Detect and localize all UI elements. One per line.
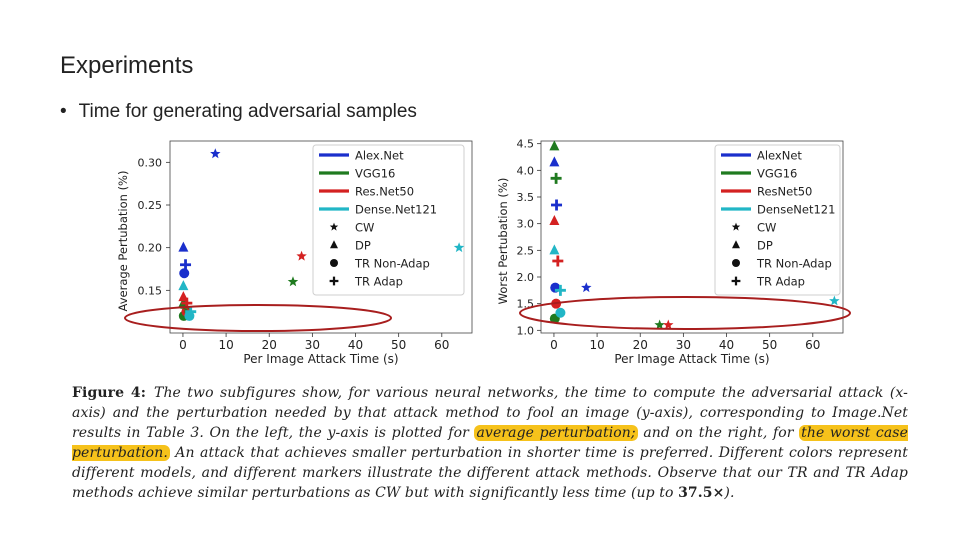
y-tick-label: 2.0: [517, 271, 535, 284]
point-densenet121-tr-adap: [554, 284, 566, 296]
legend-marker-cw: [731, 222, 741, 231]
point-densenet121-cw: [829, 295, 840, 306]
point-alexnet-dp: [178, 241, 189, 252]
point-vgg16-cw: [654, 319, 665, 330]
caption-label: Figure 4:: [72, 385, 146, 401]
point-densenet121-dp: [549, 244, 560, 255]
chart-legend: AlexNet VGG16 ResNet50 DenseNet121 CW DP TR No…: [714, 144, 841, 296]
y-axis-label: Worst Pertubation (%): [496, 178, 510, 305]
y-tick-label: 4.5: [517, 138, 535, 151]
legend-label-densenet121: Dense.Net121: [355, 203, 437, 217]
x-tick-label: 20: [633, 338, 648, 352]
legend-marker-cw: [329, 222, 339, 231]
x-tick-label: 60: [434, 338, 449, 352]
legend-label-tr-non-adap: TR Non-Adap: [756, 257, 832, 271]
caption-highlight-average: average perturbation;: [474, 425, 638, 441]
legend-label-resnet50: ResNet50: [757, 185, 812, 199]
point-vgg16-tr-adap: [550, 172, 562, 184]
x-tick-label: 10: [218, 338, 233, 352]
y-tick-label: 3.0: [517, 218, 535, 231]
legend-label-vgg16: VGG16: [355, 167, 395, 181]
point-resnet50-dp: [549, 215, 560, 225]
legend-marker-tr-non-adap: [330, 259, 338, 267]
figure-caption: Figure 4: The two subfigures show, for va…: [72, 383, 908, 503]
y-tick-label: 0.25: [138, 199, 163, 212]
caption-part4: ).: [724, 485, 735, 501]
legend-label-cw: CW: [757, 221, 776, 235]
y-tick-label: 0.15: [138, 284, 163, 297]
x-tick-label: 60: [805, 338, 820, 352]
x-tick-label: 0: [550, 338, 558, 352]
point-vgg16-dp: [549, 140, 560, 151]
x-tick-label: 10: [589, 338, 604, 352]
y-tick-label: 4.0: [517, 164, 535, 177]
legend-label-dp: DP: [355, 239, 371, 253]
bullet-marker: •: [60, 101, 67, 122]
highlight-ellipse: [519, 296, 851, 330]
legend-label-dp: DP: [757, 239, 773, 253]
y-tick-label: 0.30: [138, 156, 163, 169]
highlight-ellipse: [124, 304, 392, 332]
y-tick-label: 0.20: [138, 242, 163, 255]
y-axis-label: Average Pertubation (%): [116, 171, 130, 312]
legend-label-vgg16: VGG16: [757, 167, 797, 181]
y-tick-label: 3.5: [517, 191, 535, 204]
legend-box: [312, 144, 465, 296]
x-axis-label: Per Image Attack Time (s): [243, 352, 398, 366]
chart-legend: Alex.Net VGG16 Res.Net50 Dense.Net121 CW DP TR…: [312, 144, 465, 296]
caption-speedup: 37.5×: [678, 485, 725, 501]
point-alexnet-dp: [549, 156, 560, 167]
point-densenet121-tr-non-adap: [555, 307, 566, 318]
point-resnet50-tr-adap: [181, 297, 193, 309]
legend-label-tr-non-adap: TR Non-Adap: [354, 257, 430, 271]
slide-title: Experiments: [60, 52, 194, 79]
x-tick-label: 20: [262, 338, 277, 352]
average-perturbation-chart: 0 10 20 30 40 50 60 0.15 0.20 0.25 0.30 Per Image A…: [116, 140, 473, 366]
legend-label-tr-adap: TR Adap: [756, 275, 805, 289]
worst-perturbation-chart: 0 10 20 30 40 50 601.01.52.02.53.03.54.04.5Per…: [496, 138, 851, 366]
y-tick-label: 1.0: [517, 324, 535, 337]
legend-label-resnet50: Res.Net50: [355, 185, 414, 199]
legend-label-densenet121: DenseNet121: [757, 203, 835, 217]
point-resnet50-cw: [663, 319, 674, 330]
x-tick-label: 30: [676, 338, 691, 352]
x-tick-label: 40: [719, 338, 734, 352]
caption-part3: An attack that achieves smaller perturba…: [72, 445, 908, 501]
x-tick-label: 50: [391, 338, 406, 352]
point-alexnet-cw: [581, 282, 592, 293]
bullet-item: • Time for generating adversarial samples: [60, 101, 417, 123]
legend-label-tr-adap: TR Adap: [354, 275, 403, 289]
legend-marker-tr-non-adap: [732, 259, 740, 267]
legend-marker-dp: [330, 240, 338, 249]
point-vgg16-cw: [287, 276, 299, 287]
legend-marker-tr-adap: [731, 276, 741, 286]
legend-marker-dp: [732, 240, 740, 249]
y-tick-label: 2.5: [517, 244, 535, 257]
legend-label-alexnet: AlexNet: [757, 149, 802, 163]
point-alexnet-tr-adap: [180, 259, 192, 271]
caption-part1: The two subfigures show, for various neu…: [72, 385, 908, 441]
point-densenet121-tr-adap: [185, 306, 197, 318]
x-axis-label: Per Image Attack Time (s): [614, 352, 769, 366]
point-alexnet-tr-adap: [551, 199, 563, 211]
x-tick-label: 30: [305, 338, 320, 352]
x-tick-label: 40: [348, 338, 363, 352]
x-tick-label: 0: [179, 338, 187, 352]
legend-box: [714, 144, 841, 296]
point-resnet50-tr-adap: [552, 255, 564, 267]
legend-marker-tr-adap: [329, 276, 339, 286]
point-densenet121-cw: [453, 242, 465, 253]
point-resnet50-cw: [296, 250, 307, 261]
point-alexnet-tr-non-adap: [179, 268, 190, 279]
point-alexnet-cw: [210, 148, 221, 159]
bullet-text: Time for generating adversarial samples: [78, 101, 417, 122]
x-tick-label: 50: [762, 338, 777, 352]
legend-label-cw: CW: [355, 221, 374, 235]
point-densenet121-dp: [178, 280, 189, 291]
caption-part2: and on the right, for: [637, 425, 800, 441]
legend-label-alexnet: Alex.Net: [355, 149, 404, 163]
